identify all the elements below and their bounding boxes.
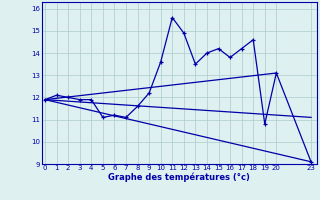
- X-axis label: Graphe des températures (°c): Graphe des températures (°c): [108, 173, 250, 182]
